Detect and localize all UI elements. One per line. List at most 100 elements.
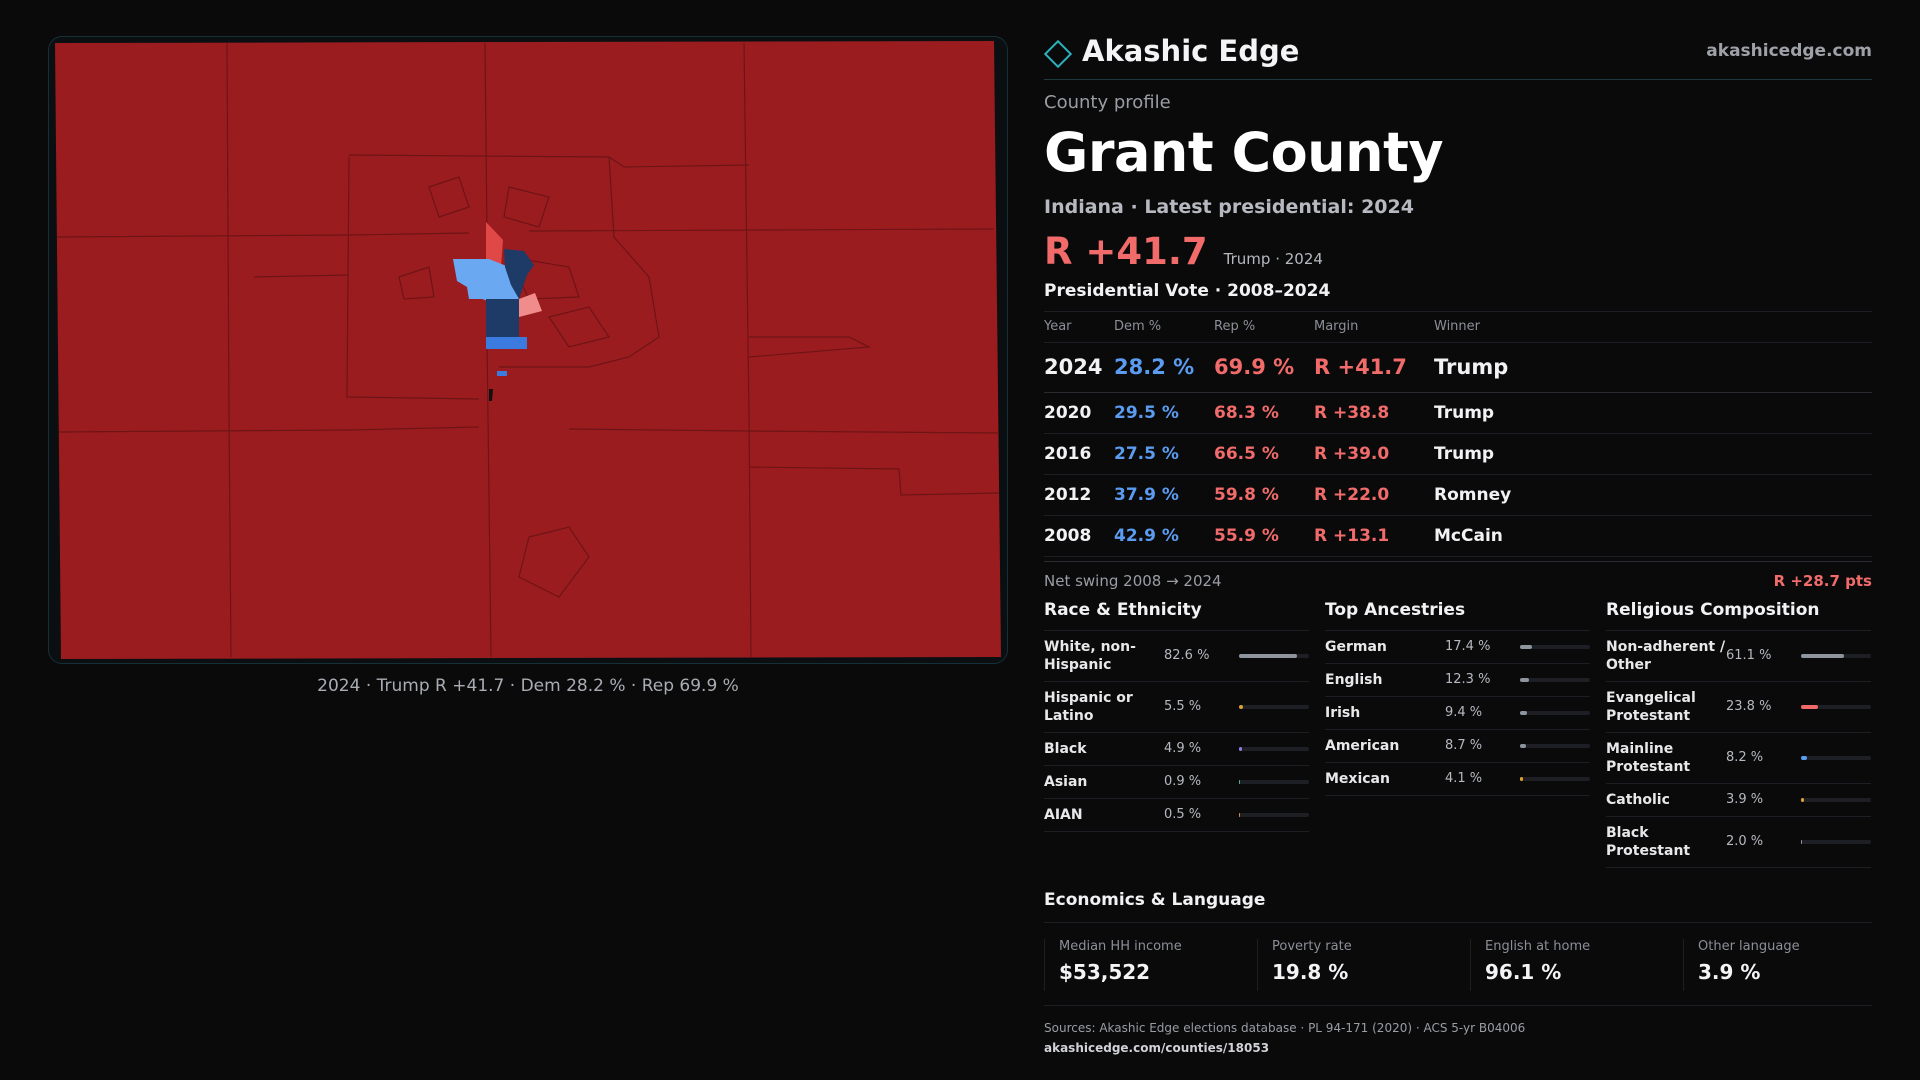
share-bar-fill xyxy=(1239,746,1243,751)
county-page-link[interactable]: akashicedge.com/counties/18053 xyxy=(1044,1040,1270,1055)
cell-dem: 27.5 % xyxy=(1114,433,1214,475)
share-bar-fill xyxy=(1520,743,1527,748)
cell-rep: 55.9 % xyxy=(1214,515,1314,557)
stat-row: Black Protestant 2.0 % xyxy=(1606,817,1871,868)
stat-row: Catholic 3.9 % xyxy=(1606,784,1871,817)
cell-rep: 66.5 % xyxy=(1214,433,1314,475)
diamond-outline-icon xyxy=(1043,39,1073,68)
precinct-dem-south xyxy=(486,337,527,349)
cell-year: 2008 xyxy=(1044,515,1114,557)
precinct-boundaries xyxy=(56,42,1000,658)
cell-dem: 29.5 % xyxy=(1114,392,1214,434)
stat-row: Irish 9.4 % xyxy=(1325,697,1590,730)
headline-result: R +41.7 Trump · 2024 xyxy=(1044,230,1872,273)
share-bar xyxy=(1520,743,1590,748)
cell-margin: R +41.7 xyxy=(1314,342,1434,393)
cell-winner: Trump xyxy=(1434,433,1872,475)
share-bar xyxy=(1239,746,1309,751)
table-row: 2024 28.2 % 69.9 % R +41.7 Trump xyxy=(1044,342,1872,393)
cell-rep: 68.3 % xyxy=(1214,392,1314,434)
share-bar xyxy=(1520,644,1590,649)
ancestry-title: Top Ancestries xyxy=(1325,600,1590,631)
race-list: White, non-Hispanic 82.6 % Hispanic or Lat… xyxy=(1044,631,1309,832)
stat-value: 4.9 % xyxy=(1164,741,1202,756)
share-bar-fill xyxy=(1520,644,1533,649)
stat-value: 5.5 % xyxy=(1164,699,1202,714)
stat-label: Mainline Protestant xyxy=(1606,740,1691,775)
stat-value: 61.1 % xyxy=(1726,648,1772,663)
precinct-strong-dem-center xyxy=(486,299,519,337)
county-profile-panel: Akashic Edge akashicedge.com County prof… xyxy=(1043,30,1872,1058)
table-row: 2020 29.5 % 68.3 % R +38.8 Trump xyxy=(1044,392,1872,434)
econ-label: Median HH income xyxy=(1059,938,1182,954)
stat-label: White, non-Hispanic xyxy=(1044,638,1136,673)
econ-label: Poverty rate xyxy=(1272,938,1352,954)
share-bar-fill xyxy=(1239,653,1297,658)
share-bar-fill xyxy=(1520,677,1529,682)
stat-row: White, non-Hispanic 82.6 % xyxy=(1044,631,1309,682)
stat-value: 9.4 % xyxy=(1445,705,1483,720)
econ-stat: English at home 96.1 % xyxy=(1470,938,1683,991)
economics-title: Economics & Language xyxy=(1044,890,1872,923)
stat-label: Irish xyxy=(1325,704,1361,721)
swing-value: R +28.7 pts xyxy=(1773,571,1872,590)
profile-kicker: County profile xyxy=(1044,92,1171,113)
swing-label: Net swing 2008 → 2024 xyxy=(1044,571,1222,590)
table-row: 2012 37.9 % 59.8 % R +22.0 Romney xyxy=(1044,474,1872,516)
share-bar xyxy=(1239,653,1309,658)
map-caption: 2024 · Trump R +41.7 · Dem 28.2 % · Rep … xyxy=(317,676,739,696)
headline-margin: R +41.7 xyxy=(1044,230,1208,273)
brand[interactable]: Akashic Edge xyxy=(1043,34,1299,68)
econ-stat: Other language 3.9 % xyxy=(1683,938,1872,991)
share-bar-fill xyxy=(1801,704,1818,709)
profile-subtitle: Indiana · Latest presidential: 2024 xyxy=(1044,196,1414,218)
cell-rep: 69.9 % xyxy=(1214,342,1314,393)
col-header-margin: Margin xyxy=(1314,312,1434,343)
cell-winner: Romney xyxy=(1434,474,1872,516)
econ-label: English at home xyxy=(1485,938,1591,954)
stat-label: Black Protestant xyxy=(1606,824,1691,859)
county-map[interactable] xyxy=(48,36,1008,664)
col-header-dem: Dem % xyxy=(1114,312,1214,343)
share-bar-fill xyxy=(1239,779,1241,784)
col-header-rep: Rep % xyxy=(1214,312,1314,343)
stat-label: German xyxy=(1325,638,1387,655)
share-bar-fill xyxy=(1239,812,1241,817)
cell-winner: McCain xyxy=(1434,515,1872,557)
stat-value: 12.3 % xyxy=(1445,672,1491,687)
stat-value: 17.4 % xyxy=(1445,639,1491,654)
stat-value: 4.1 % xyxy=(1445,771,1483,786)
share-bar xyxy=(1520,677,1590,682)
stat-label: Asian xyxy=(1044,773,1088,790)
precinct-map-svg[interactable] xyxy=(49,37,1008,664)
ancestry-column: Top Ancestries German 17.4 % English 12.3 %… xyxy=(1325,600,1590,868)
brand-url-link[interactable]: akashicedge.com xyxy=(1706,40,1872,61)
cell-dem: 42.9 % xyxy=(1114,515,1214,557)
economics-stats: Median HH income $53,522 Poverty rate 19… xyxy=(1044,938,1872,991)
table-header-row: Year Dem % Rep % Margin Winner xyxy=(1044,312,1872,343)
stat-label: AIAN xyxy=(1044,806,1083,823)
precinct-lean-rep-east xyxy=(519,293,542,317)
cell-winner: Trump xyxy=(1434,342,1872,393)
stat-label: Catholic xyxy=(1606,791,1670,808)
col-header-winner: Winner xyxy=(1434,312,1872,343)
stat-label: American xyxy=(1325,737,1400,754)
precinct-nodata xyxy=(489,389,493,401)
econ-value: 3.9 % xyxy=(1698,959,1761,984)
share-bar xyxy=(1239,812,1309,817)
cell-margin: R +38.8 xyxy=(1314,392,1434,434)
precinct-dem-small xyxy=(497,371,507,376)
vote-section-title: Presidential Vote · 2008–2024 xyxy=(1044,281,1872,312)
stat-value: 3.9 % xyxy=(1726,792,1764,807)
share-bar-fill xyxy=(1801,797,1804,802)
cell-margin: R +22.0 xyxy=(1314,474,1434,516)
table-row: 2016 27.5 % 66.5 % R +39.0 Trump xyxy=(1044,433,1872,475)
city-precincts xyxy=(453,222,542,401)
share-bar-fill xyxy=(1520,776,1523,781)
stat-row: Hispanic or Latino 5.5 % xyxy=(1044,682,1309,733)
share-bar xyxy=(1801,797,1871,802)
stat-value: 0.5 % xyxy=(1164,807,1202,822)
share-bar-fill xyxy=(1520,710,1527,715)
share-bar xyxy=(1239,779,1309,784)
stat-label: English xyxy=(1325,671,1383,688)
